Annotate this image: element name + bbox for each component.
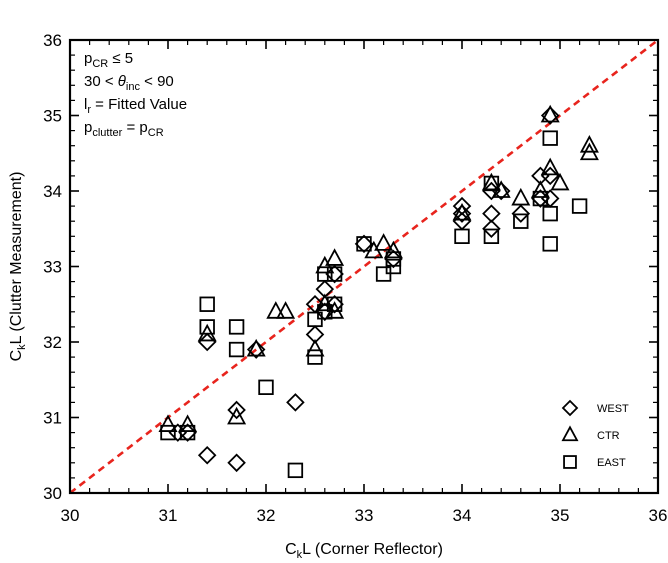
ctr-point <box>276 301 296 319</box>
ctr-point <box>158 414 178 432</box>
east-point <box>307 349 323 365</box>
y-tick-label: 32 <box>43 333 62 352</box>
east-point <box>571 198 588 214</box>
annotation-line: pclutter = pCR <box>84 119 164 139</box>
annotation-box: pCR ≤ 5 30 < θinc < 90 lr = Fitted Value pc… <box>84 50 187 139</box>
west-point <box>227 400 246 420</box>
x-tick-label: 36 <box>649 506 668 525</box>
y-tick-label: 33 <box>43 258 62 277</box>
east-point <box>317 266 333 282</box>
west-point <box>286 393 305 412</box>
y-tick-label: 35 <box>43 107 62 126</box>
tick-labels: 30 31 32 33 34 35 36 30 31 32 33 34 35 36 <box>43 31 667 525</box>
ctr-point <box>540 157 560 176</box>
y-tick-label: 36 <box>43 31 62 50</box>
ctr-point <box>227 406 247 425</box>
x-tick-label: 31 <box>159 506 178 525</box>
east-point <box>483 175 500 192</box>
west-point <box>511 204 531 223</box>
west-point <box>197 332 217 352</box>
west-point <box>384 249 403 269</box>
west-point <box>452 204 472 223</box>
east-point <box>228 341 245 358</box>
west-point <box>197 445 217 465</box>
x-axis-label: CkL (Corner Reflector) <box>285 541 443 561</box>
x-tick-label: 33 <box>355 506 374 525</box>
east-point <box>199 319 215 335</box>
ctr-point <box>374 233 394 251</box>
legend-marker-ctr <box>561 425 579 442</box>
west-point <box>540 166 560 186</box>
ctr-point <box>266 301 286 319</box>
legend-label-ctr: CTR <box>597 430 620 442</box>
ctr-point <box>383 240 403 259</box>
series-ctr <box>158 104 599 432</box>
annotation-line: pCR ≤ 5 <box>84 50 133 70</box>
west-point <box>540 189 560 208</box>
west-point <box>482 219 501 239</box>
series-east <box>160 130 588 479</box>
ctr-point <box>178 414 198 432</box>
west-point <box>178 423 197 442</box>
east-point <box>532 190 549 207</box>
legend-label-west: WEST <box>597 403 629 415</box>
ctr-point <box>325 248 345 266</box>
west-point <box>325 264 344 284</box>
east-point <box>542 205 558 222</box>
ctr-point <box>305 338 325 357</box>
x-tick-label: 34 <box>453 506 472 525</box>
east-point <box>513 213 529 229</box>
east-point <box>287 462 304 479</box>
east-point <box>160 424 176 441</box>
legend-marker-west <box>561 399 579 417</box>
west-point <box>168 423 188 442</box>
x-tick-label: 30 <box>61 506 80 525</box>
ctr-point <box>452 202 472 221</box>
data-points <box>158 104 599 479</box>
east-point <box>326 296 343 312</box>
west-point <box>315 302 335 322</box>
annotation-line: lr = Fitted Value <box>84 96 187 116</box>
east-point <box>385 258 402 275</box>
y-tick-label: 31 <box>43 409 62 428</box>
east-point <box>199 296 215 312</box>
ctr-point <box>315 293 335 312</box>
ctr-point <box>530 180 550 198</box>
annotation-line: 30 < θinc < 90 <box>84 73 174 93</box>
ctr-point <box>540 104 560 123</box>
east-point <box>454 228 470 245</box>
west-point <box>482 204 501 223</box>
west-point <box>227 453 246 473</box>
ctr-point <box>246 338 266 357</box>
west-point <box>354 234 374 254</box>
east-point <box>356 236 372 252</box>
y-tick-label: 34 <box>43 182 62 201</box>
west-point <box>246 340 266 359</box>
x-tick-label: 35 <box>551 506 570 525</box>
legend-marker-east <box>563 455 577 469</box>
ctr-point <box>511 187 531 206</box>
east-point <box>228 319 245 335</box>
plot-frame <box>68 38 660 495</box>
east-point <box>326 266 343 282</box>
legend-label-east: EAST <box>597 457 626 469</box>
east-point <box>542 130 558 146</box>
west-point <box>540 106 560 125</box>
west-point <box>491 181 511 201</box>
ctr-point <box>579 135 599 153</box>
east-point <box>258 379 274 396</box>
y-axis-label: CkL (Clutter Measurement) <box>8 172 28 362</box>
legend: WEST CTR EAST <box>561 399 629 469</box>
y-tick-label: 30 <box>43 484 62 503</box>
ctr-point <box>550 172 570 191</box>
east-point <box>542 236 558 252</box>
east-point <box>483 228 500 245</box>
west-point <box>452 196 472 216</box>
ctr-point <box>579 142 599 161</box>
x-tick-label: 32 <box>257 506 276 525</box>
east-point <box>179 424 196 441</box>
west-point <box>325 294 344 314</box>
